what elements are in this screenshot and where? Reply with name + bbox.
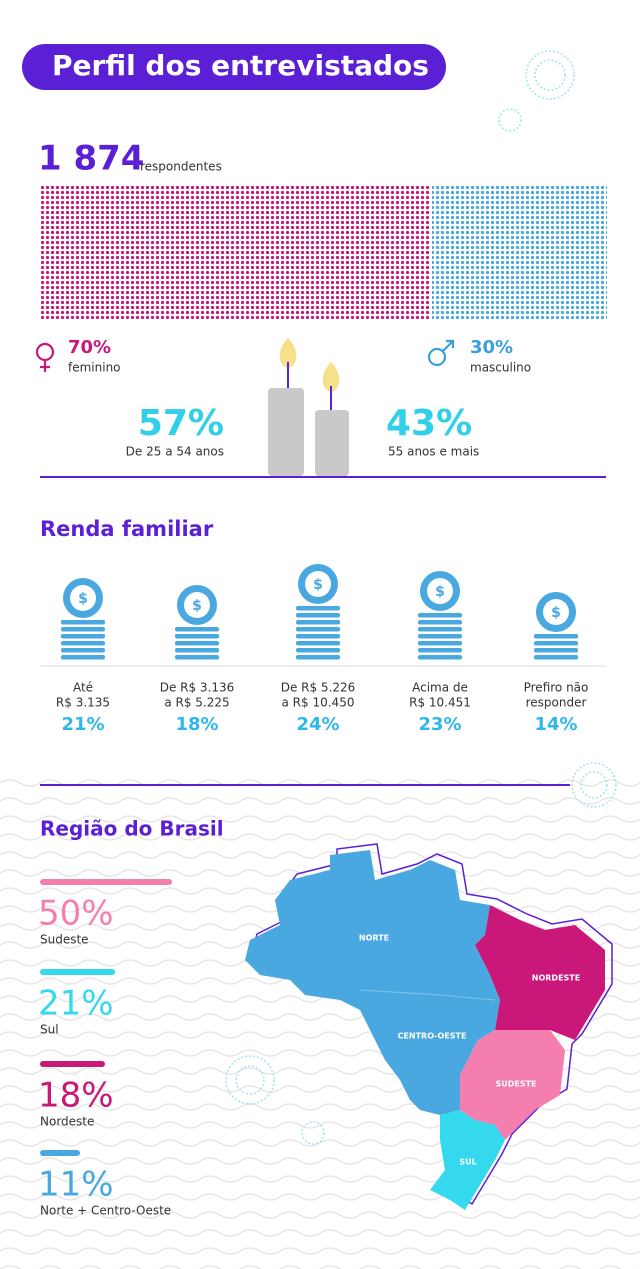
male-percent: 30% — [470, 337, 513, 358]
map-label: SUL — [459, 1158, 476, 1167]
age-label: 55 anos e mais — [388, 445, 479, 459]
coin-ring — [305, 571, 331, 597]
region-percent: 18% — [38, 1076, 114, 1116]
coin-symbol: $ — [192, 598, 202, 614]
income-percent: 24% — [296, 714, 339, 735]
female-icon — [35, 342, 55, 372]
map-labels: NORTE NORDESTE CENTRO-OESTE SUDESTE SUL — [359, 934, 580, 1167]
coin-stack — [418, 613, 462, 618]
income-label: De R$ 5.226 — [281, 681, 356, 695]
coin-ring — [184, 592, 210, 618]
male-icon — [427, 339, 455, 367]
region-label: Norte + Centro-Oeste — [40, 1204, 171, 1218]
coin-stack — [61, 627, 105, 632]
coin-stack — [534, 648, 578, 653]
coin-stack — [418, 620, 462, 625]
income-label: responder — [526, 696, 587, 710]
region-label: Sul — [40, 1023, 59, 1037]
coin-stack — [296, 613, 340, 618]
coin-stack — [418, 641, 462, 646]
income-percent: 18% — [175, 714, 218, 735]
coin-stack — [175, 641, 219, 646]
coin-stack — [418, 634, 462, 639]
coin-stack — [175, 627, 219, 632]
map-label: NORTE — [359, 934, 389, 943]
coin-stack — [296, 641, 340, 646]
map-label: NORDESTE — [532, 974, 580, 983]
respondent-label: respondentes — [140, 160, 222, 174]
income-label: a R$ 5.225 — [164, 696, 229, 710]
income-percent: 14% — [534, 714, 577, 735]
candles — [268, 338, 349, 476]
female-dots — [40, 185, 430, 320]
region-percent: 11% — [38, 1165, 114, 1205]
age-percent: 57% — [138, 403, 224, 444]
coin-stack — [61, 620, 105, 625]
coin-stack — [61, 634, 105, 639]
coin-stack — [534, 634, 578, 639]
income-label: Prefiro não — [524, 681, 589, 695]
region-label: Sudeste — [40, 933, 89, 947]
region-bar — [40, 879, 172, 885]
coin-ring — [543, 599, 569, 625]
coin-stack — [61, 648, 105, 653]
region-percent: 50% — [38, 894, 114, 934]
coin-stack — [175, 648, 219, 653]
coin-stack — [418, 627, 462, 632]
coin-stack — [296, 627, 340, 632]
income-label: Acima de — [412, 681, 468, 695]
coin-ring — [427, 578, 453, 604]
coin-stack — [61, 641, 105, 646]
coin-symbol: $ — [435, 584, 445, 600]
title-pill — [22, 44, 446, 90]
income-label: a R$ 10.450 — [282, 696, 355, 710]
coin-symbol: $ — [313, 577, 323, 593]
income-percent: 21% — [61, 714, 104, 735]
coin-stack — [418, 655, 462, 660]
coin-stack — [534, 655, 578, 660]
male-label: masculino — [470, 361, 531, 375]
coin-stack — [534, 641, 578, 646]
region-bar — [40, 1061, 105, 1067]
region-bar — [40, 1150, 80, 1156]
income-label: R$ 10.451 — [409, 696, 471, 710]
age-label: De 25 a 54 anos — [126, 445, 224, 459]
region-list: 50%Sudeste 21%Sul 18%Nordeste 11%Norte + Ce… — [38, 879, 172, 1218]
coin-stack — [296, 606, 340, 611]
region-percent: 21% — [38, 984, 114, 1024]
region-bar — [40, 969, 115, 975]
coin-stack — [418, 648, 462, 653]
decoration — [225, 50, 617, 1145]
female-label: feminino — [68, 361, 121, 375]
female-percent: 70% — [68, 337, 111, 358]
income-label: De R$ 3.136 — [160, 681, 235, 695]
brazil-map — [245, 843, 613, 1210]
coin-symbol: $ — [551, 605, 561, 621]
coin-stack — [296, 655, 340, 660]
respondent-count: 1 874 — [38, 139, 144, 179]
income-percent: 23% — [418, 714, 461, 735]
coin-stack — [296, 634, 340, 639]
coin-stack — [61, 655, 105, 660]
coin-stack — [175, 655, 219, 660]
income-label: Até — [73, 681, 93, 695]
section-title: Renda familiar — [40, 517, 214, 541]
age-percent: 43% — [386, 403, 472, 444]
coin-stack — [296, 648, 340, 653]
coin-symbol: $ — [78, 591, 88, 607]
section-title: Região do Brasil — [40, 817, 224, 841]
male-dots — [432, 185, 607, 320]
map-label: SUDESTE — [495, 1080, 536, 1089]
coin-ring — [70, 585, 96, 611]
page-title: Perfil dos entrevistados — [52, 49, 429, 82]
map-label: CENTRO-OESTE — [398, 1032, 467, 1041]
income-label: R$ 3.135 — [56, 696, 110, 710]
coin-stack — [296, 620, 340, 625]
region-label: Nordeste — [40, 1115, 94, 1129]
coin-stack — [175, 634, 219, 639]
